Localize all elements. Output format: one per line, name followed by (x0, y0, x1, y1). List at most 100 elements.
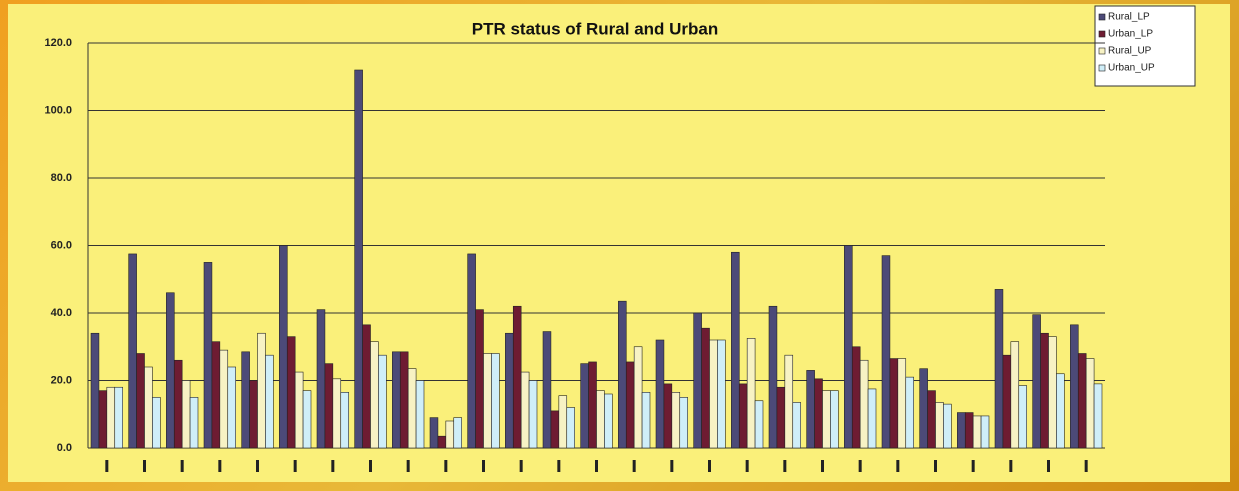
bar (316, 309, 326, 449)
bar (203, 262, 213, 449)
bar (1002, 354, 1012, 449)
bar (814, 378, 823, 449)
bar (957, 412, 966, 449)
bar (144, 366, 153, 449)
bar (340, 392, 349, 449)
bar (889, 358, 899, 449)
bar (768, 305, 778, 449)
bar (1018, 385, 1027, 449)
bar (792, 402, 801, 449)
bar (166, 292, 175, 449)
legend (1094, 5, 1196, 87)
bar (754, 400, 764, 449)
bar (972, 415, 982, 449)
bar (241, 351, 250, 449)
bar (641, 392, 651, 449)
bar (173, 359, 183, 449)
bar (919, 368, 928, 449)
bar (227, 366, 236, 449)
bar (445, 420, 455, 449)
bar (1032, 314, 1041, 449)
x-label-glyph (482, 460, 485, 472)
bar (1056, 373, 1065, 449)
bar (114, 386, 123, 449)
bar (189, 397, 199, 449)
y-tick-label: 60.0 (51, 239, 72, 251)
bar (776, 386, 786, 449)
bar (881, 255, 891, 449)
y-tick-label: 120.0 (44, 37, 72, 49)
bar (98, 390, 108, 449)
bar (324, 363, 334, 449)
bar (964, 412, 974, 449)
bar (152, 397, 161, 449)
legend-swatch (1098, 13, 1106, 21)
y-tick-label: 80.0 (51, 172, 72, 184)
x-label-glyph (293, 460, 297, 472)
bar (806, 370, 815, 449)
y-tick-label: 100.0 (44, 104, 72, 116)
bar (467, 253, 476, 449)
x-label-glyph (369, 460, 372, 472)
legend-label: Rural_LP (1108, 12, 1150, 23)
bar (1085, 358, 1095, 449)
x-label-glyph (1047, 460, 1050, 472)
bar (1010, 341, 1020, 449)
bar (822, 390, 831, 449)
x-label-glyph (557, 460, 561, 472)
bar (558, 395, 568, 449)
bar (437, 435, 447, 449)
bar (679, 397, 688, 449)
bar (475, 309, 484, 449)
bar (415, 380, 425, 449)
y-tick-label: 0.0 (57, 442, 72, 454)
y-tick-label: 40.0 (51, 307, 72, 319)
bar (738, 383, 748, 449)
bar (604, 393, 613, 449)
bar (378, 354, 387, 449)
x-label-glyph (406, 460, 410, 472)
bar (520, 371, 530, 449)
bar (618, 300, 627, 449)
bar (746, 338, 756, 449)
bar (663, 383, 673, 449)
x-label-glyph (331, 460, 335, 472)
bar (550, 410, 560, 449)
bar (90, 332, 100, 449)
bar (249, 380, 258, 449)
bar (128, 253, 137, 449)
bar (905, 376, 914, 449)
legend-label: Urban_LP (1108, 29, 1153, 40)
x-label-glyph (143, 460, 146, 472)
x-label-glyph (595, 460, 598, 472)
bar (491, 353, 500, 449)
bar (671, 392, 681, 449)
bar (354, 69, 363, 449)
bar (994, 289, 1004, 449)
bar (859, 359, 869, 449)
bar (897, 358, 907, 449)
bar (1048, 336, 1057, 449)
bar (528, 380, 538, 449)
x-label-glyph (180, 460, 184, 472)
bar (844, 245, 853, 449)
bar (392, 351, 401, 449)
bar (136, 353, 145, 449)
legend-label: Rural_UP (1108, 46, 1152, 57)
bar (596, 390, 605, 449)
bar (980, 415, 990, 449)
bar (370, 341, 379, 449)
bar (1070, 324, 1079, 449)
bar (211, 341, 221, 449)
bar (566, 407, 575, 449)
x-label-glyph (256, 460, 259, 472)
bar (257, 332, 266, 449)
bar (935, 402, 944, 449)
x-label-glyph (858, 460, 862, 472)
bar (505, 332, 514, 449)
x-label-glyph (444, 460, 448, 472)
x-label-glyph (783, 460, 787, 472)
bar (106, 386, 116, 449)
x-label-glyph (218, 460, 222, 472)
